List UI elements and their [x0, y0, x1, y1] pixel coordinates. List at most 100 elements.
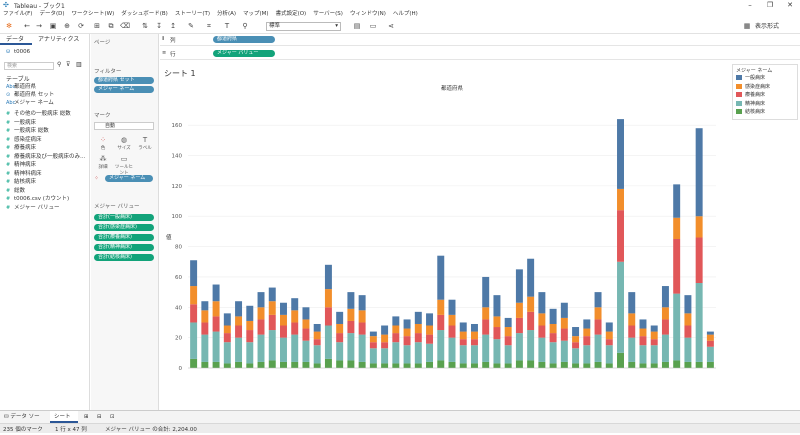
- bar-segment[interactable]: [695, 237, 703, 284]
- bar-segment[interactable]: [392, 325, 400, 334]
- bar-segment[interactable]: [470, 345, 478, 364]
- bar-segment[interactable]: [257, 361, 265, 368]
- new-story-icon[interactable]: ⊡: [110, 414, 115, 420]
- bar-segment[interactable]: [515, 333, 523, 361]
- bar-segment[interactable]: [628, 325, 636, 338]
- bar-segment[interactable]: [470, 339, 478, 346]
- bar-segment[interactable]: [369, 348, 377, 364]
- bar-segment[interactable]: [426, 334, 434, 344]
- bar-segment[interactable]: [639, 363, 647, 368]
- menu-item-4[interactable]: ストーリー(T): [174, 11, 210, 17]
- bar-segment[interactable]: [639, 319, 647, 329]
- bar-segment[interactable]: [549, 308, 557, 324]
- bar-segment[interactable]: [212, 361, 220, 368]
- bar-segment[interactable]: [560, 328, 568, 341]
- bar-segment[interactable]: [673, 239, 681, 294]
- bar-segment[interactable]: [459, 322, 467, 332]
- new-worksheet-icon[interactable]: ⊞: [84, 414, 89, 420]
- measure-item[interactable]: # 総数: [6, 187, 25, 195]
- tab-data[interactable]: データ: [0, 34, 32, 45]
- bar-segment[interactable]: [549, 323, 557, 334]
- bar-segment[interactable]: [661, 319, 669, 335]
- bar-segment[interactable]: [223, 313, 231, 326]
- bar-segment[interactable]: [549, 333, 557, 343]
- bar-segment[interactable]: [448, 337, 456, 362]
- measure-item[interactable]: # 感染症病床: [6, 136, 42, 144]
- bar-segment[interactable]: [246, 363, 254, 368]
- menu-item-8[interactable]: サーバー(S): [313, 11, 343, 17]
- bar-segment[interactable]: [280, 337, 287, 362]
- columns-shelf[interactable]: ⦀ 列 都道府県: [160, 34, 800, 46]
- bar-segment[interactable]: [594, 361, 602, 368]
- bar-segment[interactable]: [538, 313, 546, 326]
- bar-segment[interactable]: [403, 336, 411, 346]
- presentation-icon[interactable]: ▭: [369, 22, 377, 30]
- label-icon[interactable]: T: [224, 22, 230, 30]
- bar-segment[interactable]: [414, 311, 422, 324]
- bar-segment[interactable]: [223, 325, 231, 334]
- bar-segment[interactable]: [324, 289, 332, 308]
- bar-segment[interactable]: [437, 299, 445, 315]
- bar-segment[interactable]: [336, 311, 344, 324]
- bar-segment[interactable]: [426, 325, 434, 335]
- bar-segment[interactable]: [280, 325, 287, 338]
- bar-segment[interactable]: [515, 269, 523, 303]
- bar-segment[interactable]: [324, 325, 332, 359]
- bar-segment[interactable]: [695, 216, 703, 238]
- measure-item[interactable]: # 療養病床及び一般病床のみ…: [6, 153, 86, 161]
- bar-segment[interactable]: [347, 360, 355, 368]
- bar-segment[interactable]: [257, 292, 265, 308]
- bar-segment[interactable]: [291, 298, 299, 311]
- bar-segment[interactable]: [190, 260, 198, 287]
- bar-segment[interactable]: [470, 363, 478, 368]
- bar-segment[interactable]: [470, 323, 478, 332]
- bar-segment[interactable]: [403, 319, 411, 329]
- bar-segment[interactable]: [639, 328, 647, 337]
- bar-segment[interactable]: [246, 305, 254, 321]
- duplicate-icon[interactable]: ⧉: [108, 22, 114, 30]
- bar-segment[interactable]: [246, 342, 254, 364]
- bar-segment[interactable]: [628, 337, 636, 362]
- marks-pill-measure-names[interactable]: メジャー ネーム: [105, 175, 153, 182]
- bar-segment[interactable]: [706, 334, 714, 341]
- save-icon[interactable]: ▣: [49, 22, 57, 30]
- color-button[interactable]: ⁘ 色: [94, 136, 112, 152]
- bar-segment[interactable]: [212, 301, 220, 317]
- bar-segment[interactable]: [605, 322, 613, 332]
- label-button[interactable]: T ラベル: [136, 136, 154, 152]
- bar-segment[interactable]: [560, 302, 568, 318]
- filter-icon[interactable]: ⊽: [66, 61, 71, 68]
- bar-segment[interactable]: [212, 316, 220, 332]
- bar-segment[interactable]: [706, 331, 714, 335]
- bar-segment[interactable]: [414, 323, 422, 334]
- measure-item[interactable]: # その他の一般病床 総数: [6, 110, 71, 118]
- bar-segment[interactable]: [223, 363, 231, 368]
- bar-segment[interactable]: [302, 328, 310, 341]
- sort-desc-icon[interactable]: ↥: [170, 22, 176, 30]
- bar-segment[interactable]: [639, 345, 647, 364]
- tab-sheet-1[interactable]: シート 1: [50, 411, 78, 432]
- bar-segment[interactable]: [268, 314, 276, 331]
- filter-pill-set[interactable]: 都道府県 セット: [94, 77, 154, 84]
- measure-item[interactable]: # 精神病床: [6, 161, 36, 169]
- bar-segment[interactable]: [302, 307, 310, 320]
- menu-item-6[interactable]: マップ(M): [243, 11, 269, 17]
- bar-segment[interactable]: [403, 328, 411, 337]
- bar-segment[interactable]: [695, 128, 703, 217]
- dimension-item[interactable]: Abc都道府県: [6, 83, 36, 91]
- bar-segment[interactable]: [347, 320, 355, 334]
- bar-segment[interactable]: [706, 361, 714, 368]
- bar-segment[interactable]: [201, 334, 209, 362]
- bar-segment[interactable]: [504, 336, 512, 346]
- cards-icon[interactable]: ▤: [353, 22, 361, 30]
- bar-segment[interactable]: [583, 345, 591, 364]
- bar-segment[interactable]: [684, 361, 692, 368]
- bar-segment[interactable]: [650, 363, 658, 368]
- menu-item-5[interactable]: 分析(A): [216, 11, 237, 17]
- bar-segment[interactable]: [549, 363, 557, 368]
- bar-segment[interactable]: [403, 363, 411, 368]
- new-dashboard-icon[interactable]: ⊟: [97, 414, 102, 420]
- bar-segment[interactable]: [673, 184, 681, 218]
- bar-segment[interactable]: [459, 363, 467, 368]
